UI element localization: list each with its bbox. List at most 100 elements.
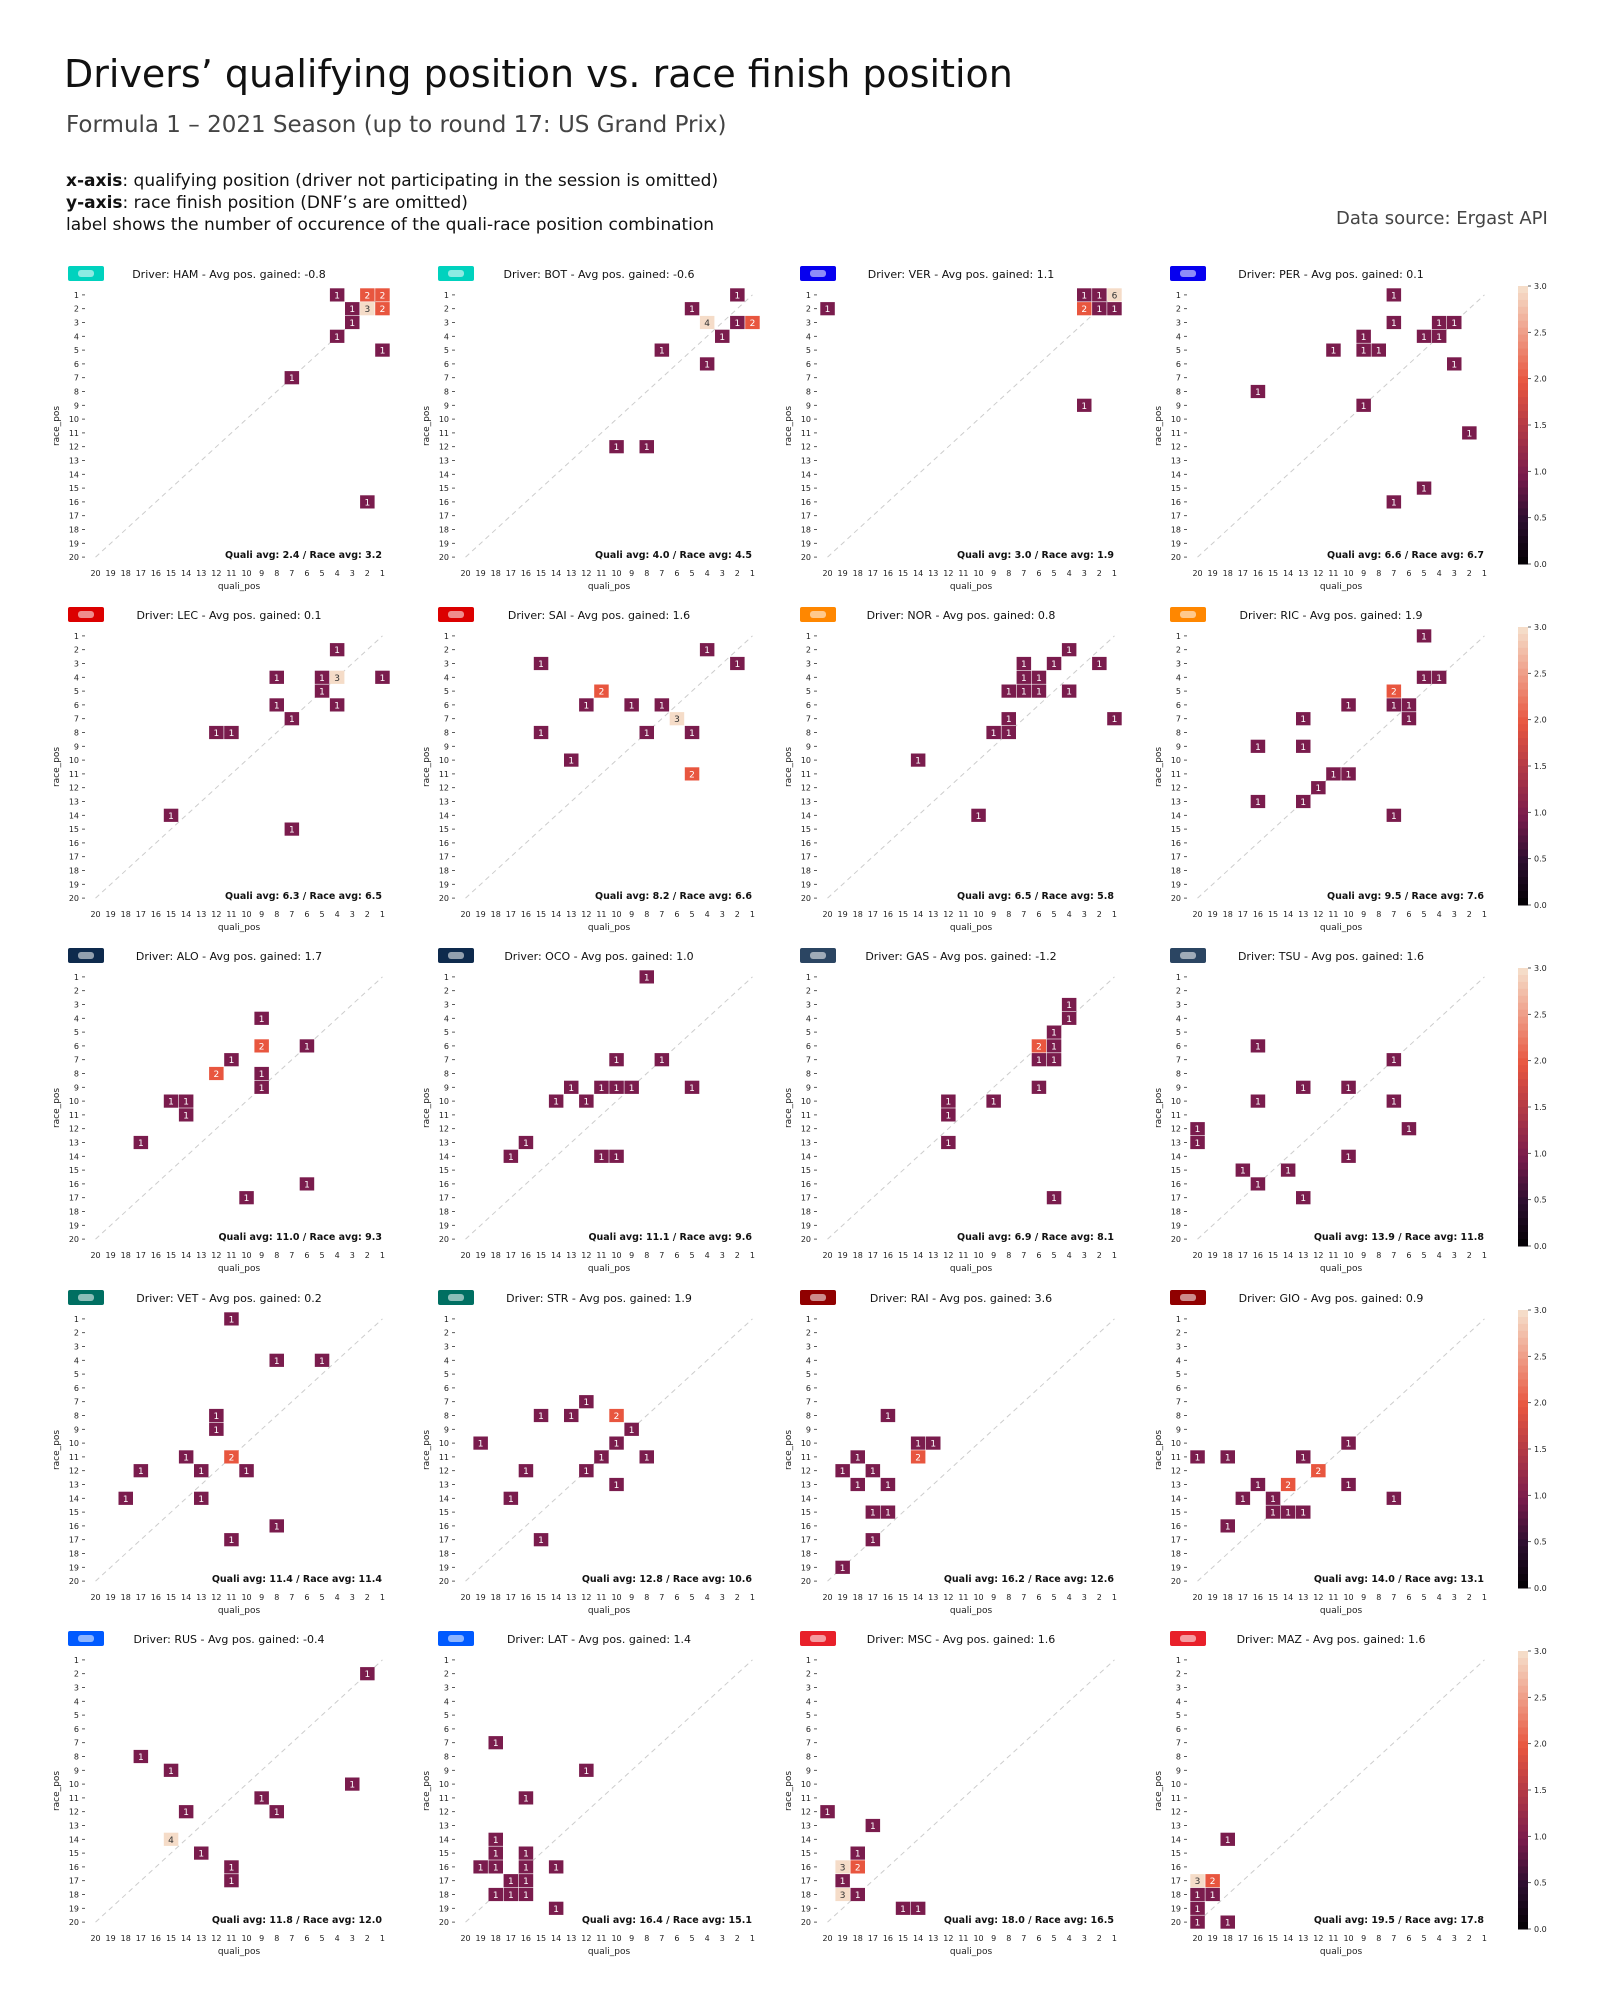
heatmap-cell (624, 1080, 639, 1094)
cell-label: 1 (123, 1495, 129, 1505)
x-tick-label: 12 (943, 1934, 953, 1943)
cell-label: 1 (349, 1781, 355, 1791)
colorbar-segment (1518, 724, 1528, 732)
x-axis-label: quali_pos (588, 1947, 631, 1957)
colorbar-segment (1518, 341, 1528, 350)
x-tick-label: 17 (136, 1934, 146, 1943)
y-tick-label: 3 (444, 660, 449, 669)
y-axis-label: race_pos (52, 1771, 62, 1811)
colorbar-segment (1518, 835, 1528, 843)
heatmap-cell (639, 725, 654, 740)
y-tick-label: 4 (1176, 1014, 1181, 1023)
panel-title: Driver: MSC - Avg pos. gained: 1.6 (867, 1633, 1055, 1646)
x-tick-label: 13 (566, 1251, 576, 1260)
y-tick-label: 14 (439, 1835, 449, 1844)
cell-label: 1 (1391, 812, 1397, 822)
colorbar-segment (1518, 988, 1528, 997)
colorbar-segment (1518, 738, 1528, 746)
y-tick-label: 5 (444, 1711, 449, 1720)
x-tick-label: 4 (1437, 1593, 1442, 1602)
y-tick-label: 2 (806, 1670, 811, 1679)
y-tick-label: 14 (69, 811, 79, 820)
x-tick-label: 5 (1052, 1934, 1057, 1943)
heatmap-cell (564, 753, 579, 767)
cell-label: 1 (734, 660, 740, 670)
x-tick-label: 14 (181, 1251, 191, 1260)
x-tick-label: 10 (973, 569, 983, 578)
x-tick-label: 12 (943, 1593, 953, 1602)
heatmap-cell (1326, 343, 1341, 357)
heatmap-cell (1061, 1011, 1077, 1025)
diagonal-line (465, 635, 753, 899)
y-tick-label: 4 (1176, 332, 1181, 341)
cell-label: 1 (825, 1808, 831, 1818)
x-tick-label: 10 (973, 1593, 983, 1602)
y-tick-label: 1 (444, 973, 449, 982)
colorbar-segment (1518, 1755, 1528, 1763)
colorbar-segment (1518, 1051, 1528, 1059)
cell-label: 1 (855, 1481, 861, 1491)
x-tick-label: 14 (181, 569, 191, 578)
heatmap-cell (835, 1887, 850, 1902)
colorbar-segment (1518, 1030, 1528, 1038)
x-tick-label: 9 (259, 1934, 264, 1943)
y-tick-label: 5 (806, 1370, 811, 1379)
y-tick-label: 15 (801, 1508, 811, 1517)
y-tick-label: 11 (1171, 1453, 1181, 1462)
heatmap-cell (941, 1135, 956, 1150)
diagonal-line (827, 1659, 1115, 1923)
cell-label: 1 (553, 1098, 559, 1108)
heatmap-cell (865, 1464, 881, 1478)
y-tick-label: 4 (444, 1697, 449, 1706)
x-tick-label: 9 (259, 1593, 264, 1602)
x-tick-label: 13 (196, 910, 206, 919)
x-tick-label: 18 (121, 569, 131, 578)
cell-label: 1 (364, 1670, 370, 1680)
cell-label: 3 (364, 305, 370, 315)
y-tick-label: 11 (1171, 1111, 1181, 1120)
x-tick-label: 1 (750, 569, 755, 578)
x-axis-description: x-axis: qualifying position (driver not … (66, 170, 718, 192)
heatmap-cell (284, 371, 300, 385)
cell-label: 1 (334, 646, 340, 656)
colorbar-segment (1518, 480, 1528, 489)
x-axis-label: quali_pos (950, 923, 993, 933)
colorbar-segment (1518, 731, 1528, 739)
colorbar-tick-label: 1.0 (1534, 1149, 1547, 1158)
y-tick-label: 10 (439, 1780, 449, 1789)
chart-panel-msc: Driver: MSC - Avg pos. gained: 1.6202019… (784, 1631, 1117, 1957)
x-tick-label: 8 (274, 1934, 279, 1943)
avg-annotation: Quali avg: 14.0 / Race avg: 13.1 (1314, 1574, 1484, 1585)
y-tick-label: 18 (69, 1891, 79, 1900)
colorbar-segment (1518, 1685, 1528, 1694)
y-tick-label: 12 (1171, 1808, 1181, 1817)
y-tick-label: 14 (801, 1835, 811, 1844)
y-axis-label: race_pos (1154, 1088, 1164, 1128)
avg-annotation: Quali avg: 16.2 / Race avg: 12.6 (944, 1574, 1115, 1585)
x-tick-label: 8 (1376, 1251, 1381, 1260)
avg-annotation: Quali avg: 13.9 / Race avg: 11.8 (1314, 1232, 1485, 1243)
y-tick-label: 18 (801, 1550, 811, 1559)
y-tick-label: 4 (74, 332, 79, 341)
y-tick-label: 16 (1171, 839, 1181, 848)
cell-label: 1 (1225, 1453, 1231, 1463)
y-tick-label: 18 (1171, 526, 1181, 535)
heatmap-cell (1386, 1094, 1402, 1108)
x-axis-text: : qualifying position (driver not partic… (122, 171, 719, 191)
y-tick-label: 5 (1176, 1028, 1181, 1037)
cell-label: 1 (1285, 1509, 1291, 1519)
chart-panel-lec: Driver: LEC - Avg pos. gained: 0.1202019… (52, 607, 390, 933)
panel-title: Driver: RAI - Avg pos. gained: 3.6 (870, 1292, 1052, 1305)
x-tick-label: 12 (1313, 910, 1323, 919)
heatmap-cell (518, 1791, 534, 1805)
x-tick-label: 7 (1021, 569, 1026, 578)
heatmap-cell (163, 1094, 179, 1108)
colorbar-segment (1518, 1058, 1528, 1066)
heatmap-cell (1046, 656, 1062, 671)
y-tick-label: 9 (1176, 742, 1181, 751)
cell-label: 1 (1391, 291, 1397, 301)
y-tick-label: 6 (74, 1042, 79, 1051)
heatmap-cell (1265, 1491, 1281, 1505)
x-tick-label: 16 (1253, 910, 1263, 919)
cell-label: 1 (870, 1822, 876, 1832)
